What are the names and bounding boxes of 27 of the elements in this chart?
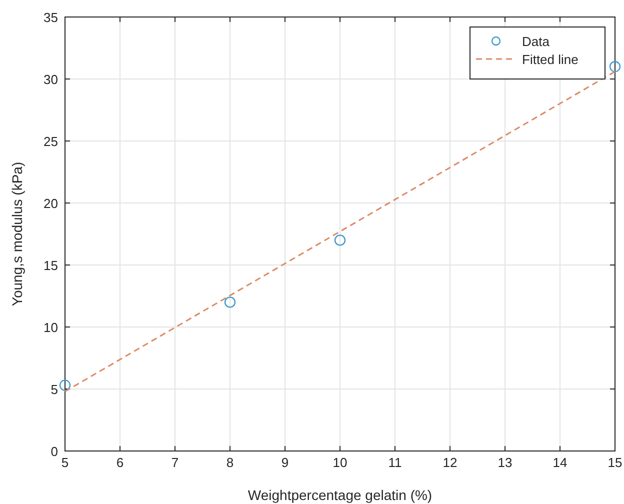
legend-label: Data [522,34,550,49]
x-tick-label: 15 [608,455,622,470]
x-tick-label: 9 [281,455,289,470]
point [59,380,71,391]
x-tick-label: 12 [442,455,458,470]
y-tick-label: 30 [44,72,58,87]
x-tick-label: 8 [226,455,234,470]
x-tick-label: 6 [116,455,124,470]
y-tick-label: 0 [50,444,58,459]
y-tick-label: 20 [44,196,58,211]
y-tick-label: 25 [44,134,58,149]
x-tick-label: 7 [171,455,179,470]
x-tick-label: 14 [552,455,568,470]
x-tick-label: 13 [498,455,512,470]
y-axis-title: Young,s modulus (kPa) [9,162,25,306]
point [224,296,236,308]
x-axis-title: Weightpercentage gelatin (%) [248,487,432,503]
point [334,234,346,246]
y-tick-label: 35 [44,10,58,25]
y-tick-label: 5 [50,382,58,397]
point [609,61,621,72]
x-tick-label: 11 [388,455,402,470]
y-tick-label: 15 [44,258,58,273]
y-tick-label: 10 [44,320,58,335]
x-tick-label: 10 [332,455,348,470]
legend-label: Fitted line [522,52,578,67]
x-tick-label: 5 [61,455,69,470]
